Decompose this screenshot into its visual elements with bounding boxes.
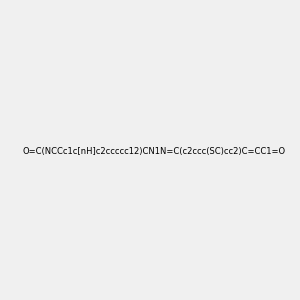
Text: O=C(NCCc1c[nH]c2ccccc12)CN1N=C(c2ccc(SC)cc2)C=CC1=O: O=C(NCCc1c[nH]c2ccccc12)CN1N=C(c2ccc(SC)…	[22, 147, 285, 156]
